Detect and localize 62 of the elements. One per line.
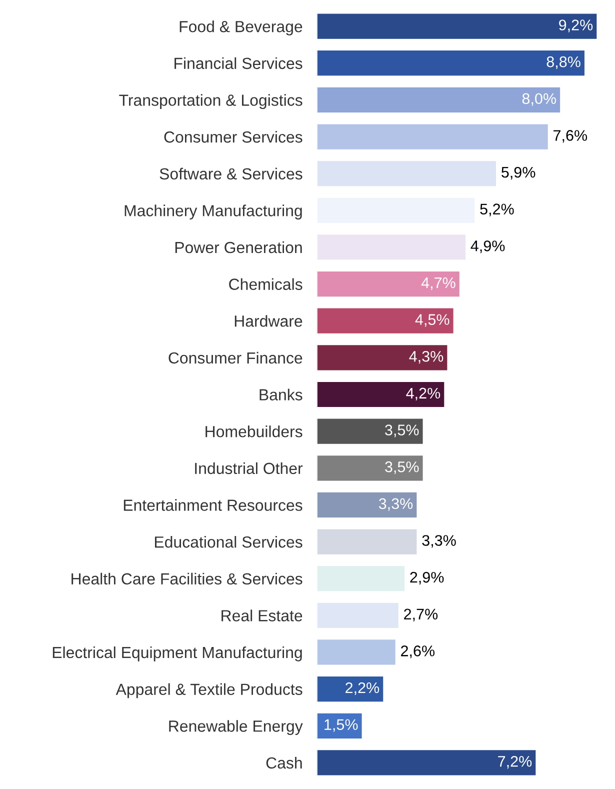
bar	[316, 601, 400, 630]
data-label: 3,3%	[422, 535, 456, 548]
data-label: 3,5%	[385, 424, 419, 438]
y-tick-label: Industrial Other	[195, 462, 303, 474]
data-label: 4,5%	[415, 314, 450, 327]
bar	[316, 564, 406, 593]
data-label: 8,8%	[546, 56, 580, 70]
data-label: 2,9%	[410, 572, 444, 585]
y-tick-label: Food & Beverage	[180, 20, 302, 36]
bar	[316, 380, 446, 408]
data-label: 2,2%	[346, 682, 380, 695]
data-label: 2,6%	[401, 646, 435, 658]
y-tick-label: Educational Services	[155, 536, 302, 548]
bar	[316, 748, 538, 777]
bar	[316, 638, 397, 666]
y-tick-label: Chemicals	[229, 278, 302, 290]
bar	[316, 86, 562, 114]
y-tick-label: Financial Services	[174, 57, 302, 70]
y-tick-label: Renewable Energy	[169, 720, 303, 735]
y-tick-label: Power Generation	[175, 241, 302, 254]
data-label: 8,0%	[522, 93, 556, 106]
data-label: 7,2%	[498, 756, 532, 769]
bar	[316, 712, 364, 740]
bar	[316, 344, 449, 372]
bar	[316, 454, 424, 482]
data-label: 5,9%	[502, 166, 536, 180]
y-tick-label: Software & Services	[160, 168, 302, 180]
y-tick-label: Consumer Finance	[168, 352, 302, 364]
data-label: 4,3%	[409, 350, 444, 364]
data-label: 9,2%	[559, 20, 593, 32]
y-tick-label: Machinery Manufacturing	[124, 204, 302, 220]
bar	[316, 528, 418, 556]
bar	[316, 160, 498, 188]
bar	[316, 49, 586, 78]
y-tick-label: Cash	[266, 756, 302, 769]
data-label: 4,9%	[470, 240, 505, 254]
y-tick-label: Entertainment Resources	[124, 499, 302, 511]
bar	[316, 270, 461, 298]
data-label: 4,7%	[421, 277, 456, 290]
y-tick-label: Consumer Services	[164, 130, 302, 143]
data-label: 3,5%	[385, 461, 419, 474]
y-tick-label: Health Care Facilities & Services	[72, 572, 302, 585]
y-tick-label: Homebuilders	[206, 426, 302, 438]
bar	[316, 417, 424, 446]
bar	[316, 491, 418, 519]
data-label: 4,2%	[406, 388, 440, 400]
data-label: 5,2%	[480, 204, 514, 216]
data-label: 2,7%	[404, 608, 438, 622]
data-label: 3,3%	[378, 498, 413, 511]
y-tick-label: Hardware	[234, 315, 302, 327]
y-tick-label: Transportation & Logistics	[119, 94, 302, 110]
bar	[316, 122, 550, 151]
bar	[316, 233, 467, 262]
y-tick-label: Real Estate	[222, 610, 302, 622]
bar	[316, 12, 598, 40]
bar	[316, 306, 455, 335]
y-tick-label: Banks	[260, 388, 302, 400]
y-tick-label: Electrical Equipment Manufacturing	[52, 646, 302, 662]
bar	[316, 675, 385, 704]
data-label: 1,5%	[324, 719, 358, 732]
data-label: 7,6%	[554, 130, 588, 143]
y-tick-label: Apparel & Textile Products	[116, 683, 302, 698]
